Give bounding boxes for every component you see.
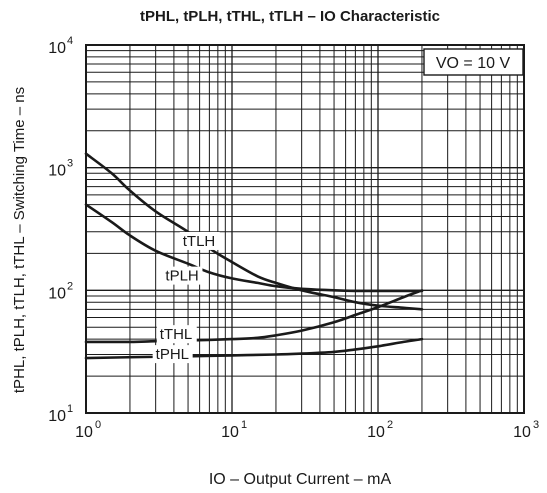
- series-labels: tTLH tPLH tTHL tPHL: [152, 231, 220, 364]
- y-tick-label: 10 2: [48, 280, 73, 302]
- tick-labels: 10 0 10 1 10 2 10 310 110 210 310 4: [48, 35, 539, 441]
- series-label-tplh: tPLH: [165, 268, 198, 285]
- y-tick-base: 10: [48, 408, 66, 425]
- series-label-ttlh: tTLH: [183, 233, 216, 250]
- y-tick-exp: 1: [67, 403, 73, 415]
- x-tick-exp: 0: [95, 419, 101, 431]
- axes: [85, 44, 525, 414]
- y-tick-exp: 3: [67, 158, 73, 170]
- y-axis-label: tPHL, tPLH, tTLH, tTHL – Switching Time …: [11, 87, 28, 393]
- series-line-tthl: [84, 289, 424, 344]
- y-tick-label: 10 3: [48, 158, 73, 180]
- series-label-bg: [152, 345, 193, 364]
- x-tick-base: 10: [367, 424, 385, 441]
- x-tick-label: 10 0: [75, 419, 101, 441]
- y-tick-label: 10 4: [48, 35, 73, 57]
- x-tick-exp: 3: [533, 419, 539, 431]
- series-lines: [84, 152, 424, 360]
- x-tick-label: 10 3: [513, 419, 539, 441]
- x-tick-base: 10: [513, 424, 531, 441]
- x-tick-exp: 1: [241, 419, 247, 431]
- series-label-bg: [156, 325, 197, 344]
- x-tick-label: 10 2: [367, 419, 393, 441]
- y-tick-exp: 2: [67, 280, 73, 292]
- x-tick-exp: 2: [387, 419, 393, 431]
- y-tick-label: 10 1: [48, 403, 73, 425]
- series-label-tphl: tPHL: [156, 346, 189, 363]
- x-tick-label: 10 1: [221, 419, 247, 441]
- series-line-tplh: [84, 203, 424, 293]
- x-tick-base: 10: [221, 424, 239, 441]
- series-label-bg: [162, 266, 203, 285]
- y-tick-base: 10: [48, 163, 66, 180]
- series-line-ttlh: [84, 152, 424, 311]
- x-tick-base: 10: [75, 424, 93, 441]
- plot-frame: [85, 44, 525, 414]
- chart-title: tPHL, tPLH, tTHL, tTLH – IO Characterist…: [140, 8, 440, 25]
- series-label-bg: [179, 231, 220, 250]
- annotation-text: VO = 10 V: [436, 55, 511, 72]
- y-tick-exp: 4: [67, 35, 73, 47]
- y-tick-base: 10: [48, 285, 66, 302]
- x-axis-label: IO – Output Current – mA: [209, 471, 392, 488]
- annotation-box: VO = 10 V: [423, 48, 524, 76]
- series-label-tthl: tTHL: [160, 326, 193, 343]
- y-tick-base: 10: [48, 40, 66, 57]
